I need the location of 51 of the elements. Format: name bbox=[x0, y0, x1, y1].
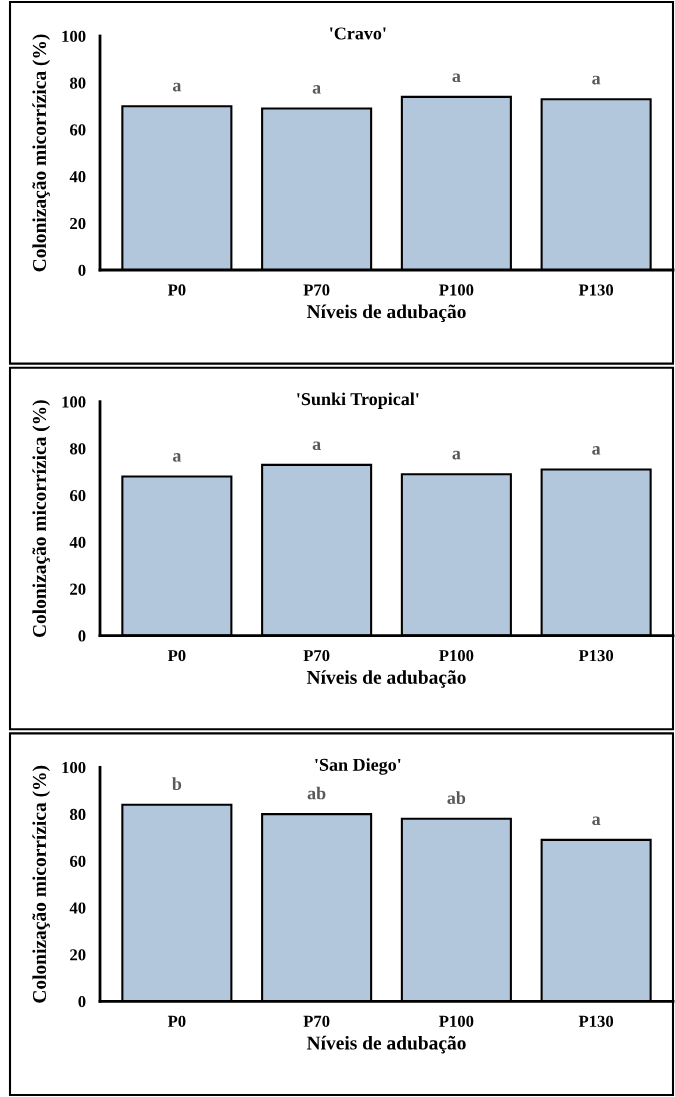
y-tick-label: 100 bbox=[62, 30, 86, 42]
annotation: ab bbox=[447, 791, 466, 805]
y-tick-label: 60 bbox=[70, 124, 86, 136]
x-tick-label: P70 bbox=[303, 650, 330, 662]
y-tick-label: 80 bbox=[70, 808, 86, 821]
y-tick-label: 0 bbox=[78, 996, 86, 1008]
annotation: a bbox=[312, 441, 321, 451]
y-tick-label: 60 bbox=[70, 855, 86, 867]
y-axis-title: Colonização micorrízica (%) bbox=[32, 400, 50, 638]
y-tick-label: 0 bbox=[78, 264, 86, 276]
chart-title: 'Sunki Tropical' bbox=[297, 392, 419, 409]
y-tick-label: 100 bbox=[62, 396, 86, 408]
x-tick-label: P0 bbox=[167, 1015, 186, 1027]
annotation: a bbox=[592, 446, 601, 455]
y-tick-label: 40 bbox=[69, 171, 86, 183]
x-tick-label: P0 bbox=[167, 284, 186, 296]
chart-title: 'Cravo' bbox=[330, 27, 386, 40]
y-tick-label: 60 bbox=[70, 489, 86, 502]
x-tick-label: P130 bbox=[578, 650, 614, 662]
y-tick-label: 80 bbox=[70, 77, 86, 89]
annotation: ab bbox=[307, 786, 326, 800]
y-tick-label: 80 bbox=[70, 443, 86, 455]
y-tick-label: 20 bbox=[70, 949, 86, 961]
x-axis-title: Níveis de adubação bbox=[306, 1035, 466, 1054]
x-axis-title: Níveis de adubação bbox=[306, 670, 466, 688]
x-tick-label: P130 bbox=[578, 1015, 614, 1027]
annotation: a bbox=[592, 75, 601, 85]
y-axis-title: Colonização micorrízica (%) bbox=[32, 34, 50, 272]
x-tick-label: P0 bbox=[167, 650, 186, 662]
x-tick-label: P100 bbox=[439, 1015, 474, 1027]
x-tick-label: P100 bbox=[439, 284, 474, 296]
annotation: a bbox=[592, 816, 601, 826]
y-tick-label: 20 bbox=[70, 583, 86, 595]
annotation: a bbox=[172, 453, 182, 462]
annotation: b bbox=[172, 777, 182, 790]
annotation: a bbox=[452, 450, 461, 460]
x-tick-label: P130 bbox=[578, 284, 614, 296]
y-tick-label: 0 bbox=[78, 630, 86, 642]
annotation: a bbox=[452, 73, 461, 83]
y-tick-label: 40 bbox=[69, 902, 86, 914]
y-tick-label: 100 bbox=[62, 762, 86, 774]
annotation: a bbox=[312, 85, 321, 94]
y-axis-title: Colonização micorrízica (%) bbox=[32, 765, 50, 1003]
annotation: a bbox=[172, 82, 182, 92]
x-axis-title: Níveis de adubação bbox=[306, 304, 466, 323]
x-tick-label: P100 bbox=[439, 650, 474, 662]
y-tick-label: 20 bbox=[70, 217, 86, 230]
chart-title: 'San Diego' bbox=[315, 758, 401, 775]
x-tick-label: P70 bbox=[303, 1015, 330, 1027]
x-tick-label: P70 bbox=[303, 284, 330, 296]
y-tick-label: 40 bbox=[69, 536, 86, 549]
